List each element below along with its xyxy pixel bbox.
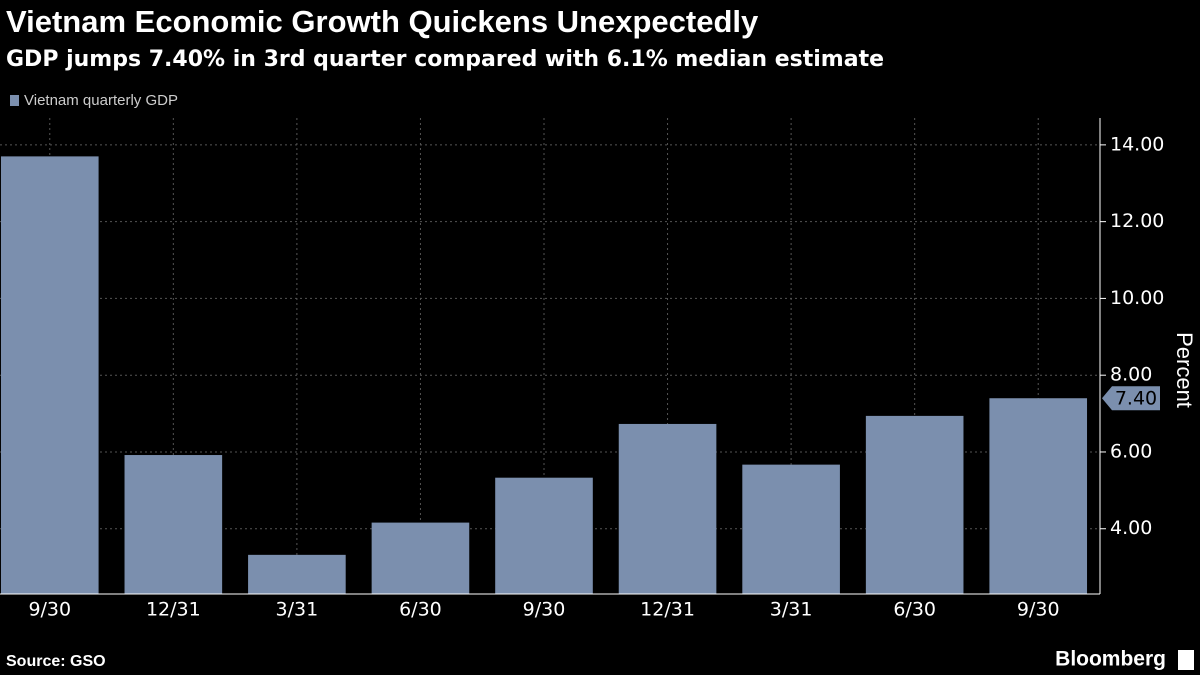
y-tick-label: 8.00 bbox=[1110, 364, 1152, 386]
y-tick-label: 14.00 bbox=[1110, 133, 1164, 155]
bar bbox=[495, 477, 593, 594]
bar bbox=[742, 464, 840, 594]
chart-subtitle: GDP jumps 7.40% in 3rd quarter compared … bbox=[6, 47, 884, 72]
legend-label: Vietnam quarterly GDP bbox=[24, 92, 178, 109]
bar bbox=[0, 156, 99, 595]
x-tick-label: 9/30 bbox=[1017, 599, 1060, 621]
y-tick-label: 10.00 bbox=[1110, 287, 1164, 309]
x-tick-label: 9/30 bbox=[523, 599, 566, 621]
source: Source: GSO bbox=[6, 653, 106, 670]
bar bbox=[989, 398, 1088, 594]
x-tick-label: 3/31 bbox=[276, 599, 319, 621]
x-tick-label: 12/31 bbox=[146, 599, 201, 621]
x-tick-label: 3/31 bbox=[770, 599, 813, 621]
x-tick-label: 9/30 bbox=[28, 599, 71, 621]
y-tick-label: 12.00 bbox=[1110, 210, 1164, 232]
legend-swatch bbox=[10, 95, 19, 106]
bar bbox=[124, 455, 223, 594]
bar bbox=[618, 423, 717, 594]
brand-icon bbox=[1178, 650, 1194, 670]
x-tick-label: 6/30 bbox=[893, 599, 936, 621]
bar bbox=[248, 554, 346, 594]
chart-title: Vietnam Economic Growth Quickens Unexpec… bbox=[6, 4, 759, 39]
x-tick-label: 12/31 bbox=[640, 599, 695, 621]
x-tick-label: 6/30 bbox=[399, 599, 442, 621]
y-tick-label: 6.00 bbox=[1110, 440, 1152, 462]
y-axis-label: Percent bbox=[1172, 332, 1197, 408]
bar bbox=[865, 415, 964, 594]
value-label: 7.40 bbox=[1115, 388, 1157, 410]
y-tick-label: 4.00 bbox=[1110, 517, 1152, 539]
brand: Bloomberg bbox=[1055, 648, 1166, 671]
bar bbox=[371, 522, 470, 594]
value-label-box bbox=[1102, 386, 1160, 411]
